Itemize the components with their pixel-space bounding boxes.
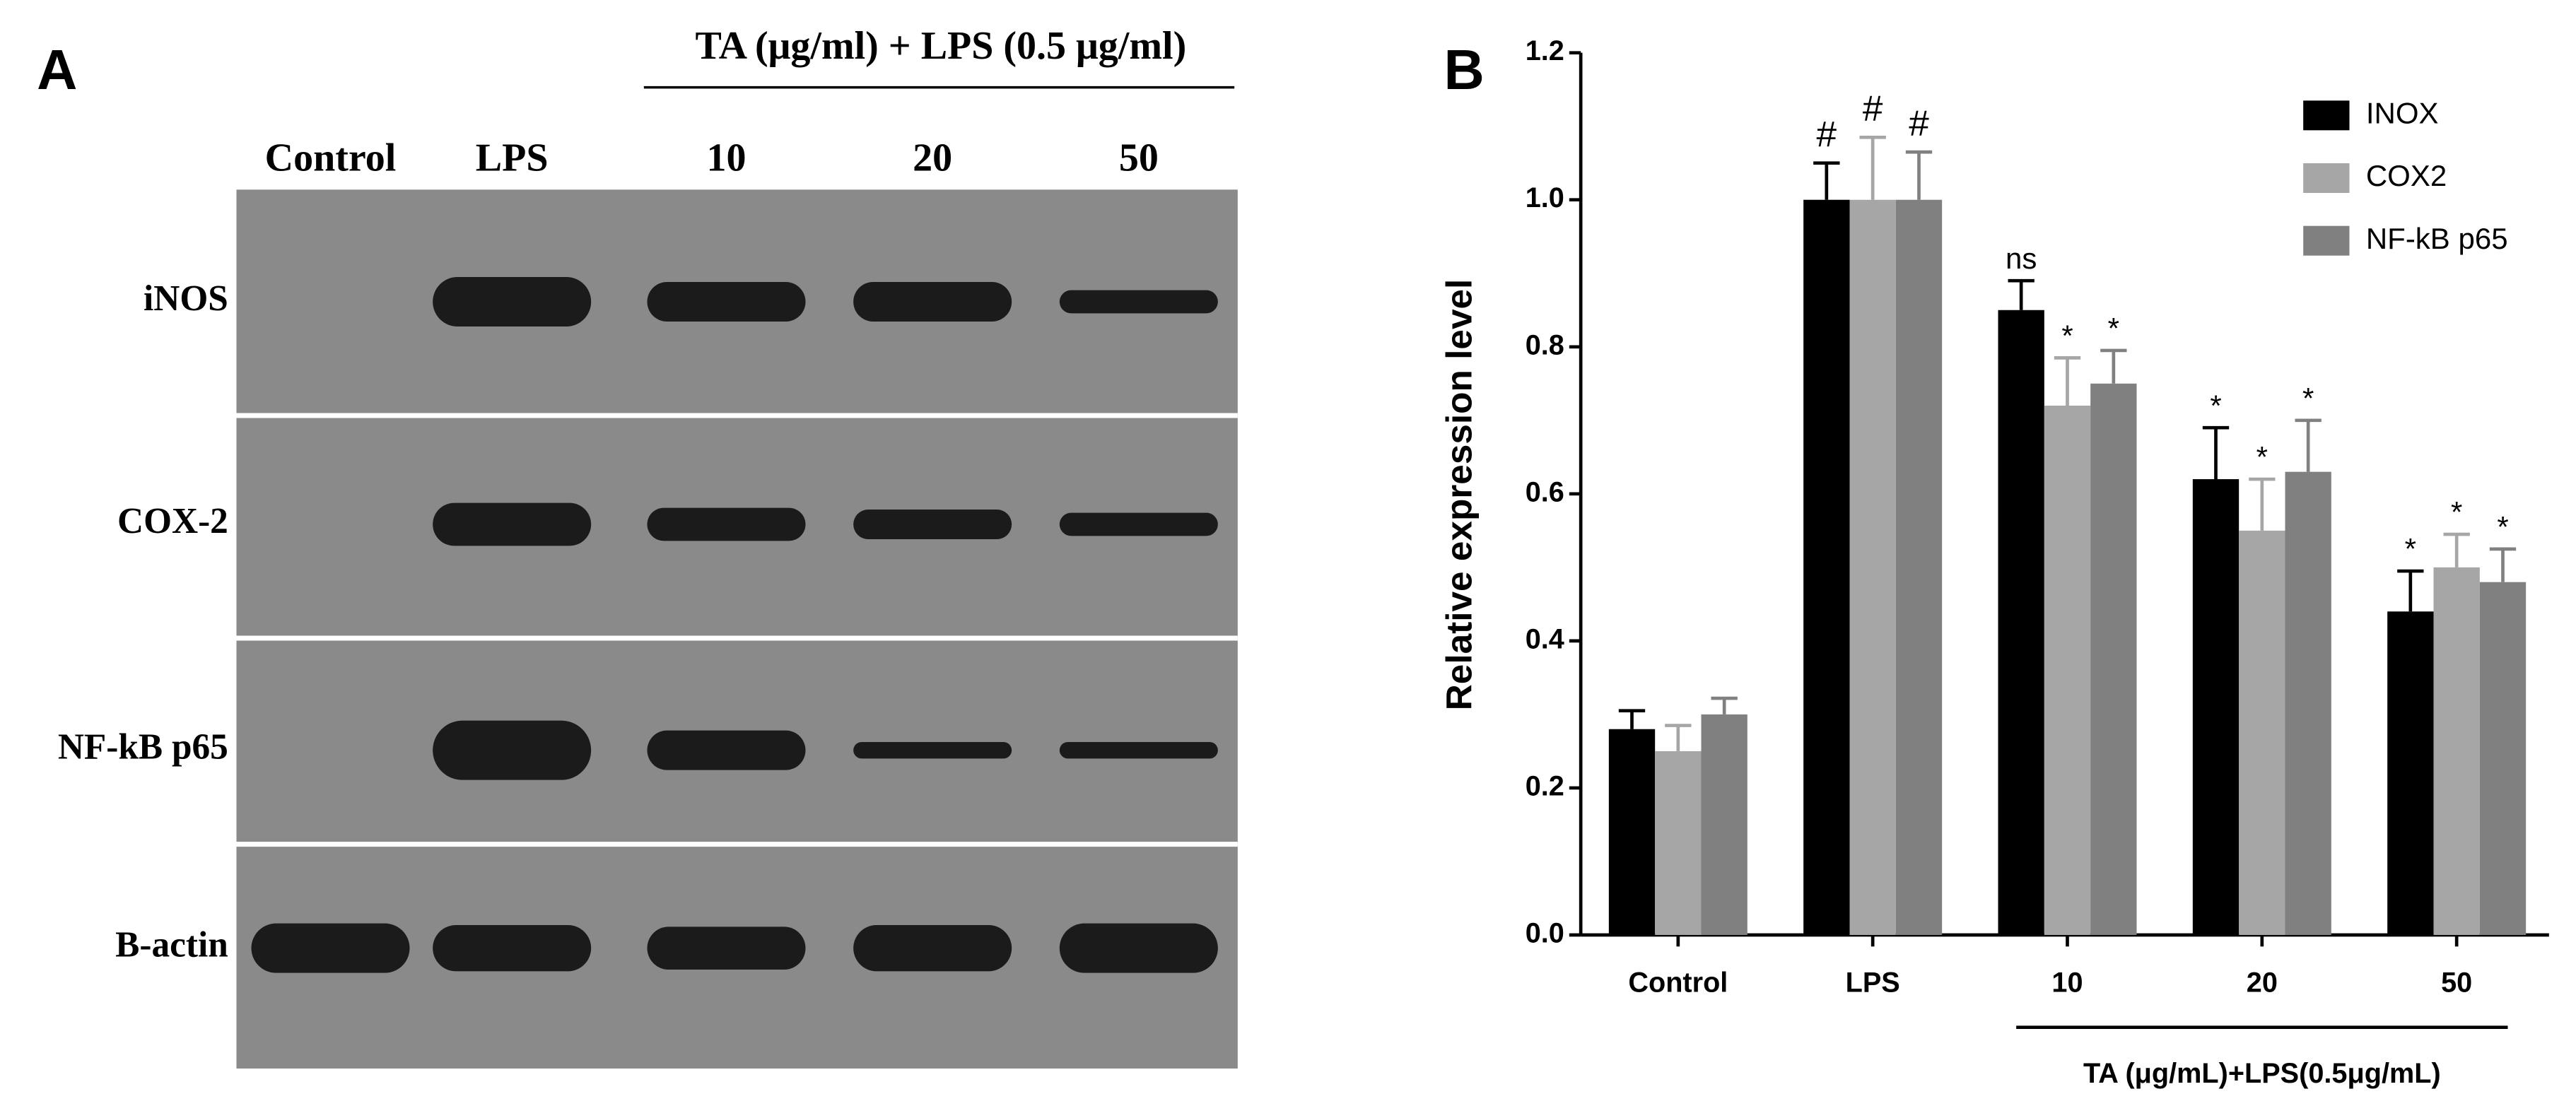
significance-label: #: [1863, 88, 1883, 129]
protein-band: [853, 510, 1012, 539]
panel-label: A: [37, 38, 77, 101]
significance-label: ns: [2006, 242, 2037, 275]
protein-band: [433, 925, 592, 972]
error-bar: [2100, 348, 2127, 384]
error-bar: [1665, 724, 1692, 751]
legend-label: NF-kB p65: [2366, 222, 2508, 255]
protein-band: [1059, 923, 1218, 973]
significance-label: *: [2302, 382, 2314, 415]
bar: [1803, 199, 1850, 936]
protein-band: [1059, 290, 1218, 314]
blot-membrane: [236, 189, 1238, 1069]
significance-label: #: [1909, 102, 1929, 143]
bar: [2192, 479, 2240, 935]
protein-band: [647, 926, 806, 970]
y-tick-label: 0.0: [1526, 917, 1564, 948]
error-bar: [2249, 477, 2276, 531]
x-tick-label: LPS: [1846, 967, 1900, 998]
bar: [2239, 530, 2285, 935]
protein-band: [1059, 742, 1218, 759]
lane-label: LPS: [476, 136, 549, 180]
x-tick-label: 10: [2051, 967, 2083, 998]
y-tick-label: 1.2: [1526, 35, 1564, 66]
protein-band: [1059, 512, 1218, 536]
bar: [2433, 567, 2480, 935]
error-bar: [2202, 425, 2230, 480]
error-bar: [1859, 135, 1886, 200]
bar-chart: 0.0 0.2 0.4 0.6 0.8 1.0 1.2 Control LPS # # #10 ns * *…: [1526, 35, 2549, 1089]
legend-label: INOX: [2366, 96, 2439, 129]
protein-band: [647, 282, 806, 322]
protein-label: COX-2: [117, 501, 228, 541]
legend-label: COX2: [2366, 159, 2447, 192]
treatment-label: TA (μg/ml) + LPS (0.5 μg/ml): [695, 24, 1186, 68]
protein-band: [647, 730, 806, 770]
y-tick-label: 0.4: [1526, 623, 1564, 654]
significance-label: *: [2405, 532, 2416, 565]
bar: [1701, 714, 1747, 935]
bar: [1655, 751, 1702, 935]
protein-band: [853, 282, 1012, 322]
error-bar: [2295, 418, 2322, 472]
protein-band: [251, 923, 410, 973]
lane-label: Control: [265, 136, 397, 180]
bar: [1849, 199, 1896, 936]
y-axis-label: Relative expression level: [1439, 279, 1480, 711]
protein-label: B-actin: [115, 924, 228, 965]
protein-band: [853, 925, 1012, 972]
bar: [2044, 406, 2091, 935]
y-tick-label: 0.2: [1526, 770, 1564, 801]
error-bar: [2397, 569, 2424, 612]
significance-label: *: [2497, 510, 2508, 543]
bar: [1895, 199, 1943, 936]
panel-label: B: [1444, 38, 1485, 101]
significance-label: *: [2451, 495, 2462, 529]
significance-label: *: [2108, 312, 2119, 345]
protein-band: [853, 742, 1012, 759]
legend-swatch: [2303, 163, 2350, 193]
legend-swatch: [2303, 225, 2350, 256]
lane-label: 10: [707, 136, 747, 180]
error-bar: [1618, 709, 1646, 729]
blot-bands: [236, 277, 1238, 973]
bar: [2387, 611, 2434, 935]
error-bar: [1711, 696, 1738, 714]
error-bar: [1813, 161, 1840, 200]
x-tick-label: Control: [1628, 967, 1728, 998]
significance-label: *: [2256, 440, 2268, 473]
x-tick-label: 50: [2441, 967, 2472, 998]
lane-label: 20: [913, 136, 952, 180]
error-bar: [1905, 150, 1933, 200]
significance-label: *: [2061, 319, 2073, 352]
bar: [1608, 729, 1656, 935]
significance-label: *: [2210, 389, 2221, 422]
bar: [2479, 582, 2527, 935]
y-tick-label: 1.0: [1526, 182, 1564, 213]
bar: [1998, 310, 2044, 935]
significance-label: #: [1817, 114, 1837, 154]
protein-band: [433, 502, 592, 546]
x-tick-label: 20: [2247, 967, 2278, 998]
bar: [2090, 383, 2137, 935]
error-bar: [2054, 356, 2081, 406]
legend-swatch: [2303, 100, 2350, 131]
protein-band: [433, 720, 592, 780]
lane-label: 50: [1119, 136, 1159, 180]
protein-label: iNOS: [144, 278, 228, 319]
protein-band: [647, 507, 806, 541]
error-bar: [2489, 547, 2517, 582]
error-bar: [2008, 278, 2035, 310]
y-tick-label: 0.6: [1526, 476, 1564, 507]
bar: [2285, 471, 2331, 935]
protein-label: NF-kB p65: [58, 726, 228, 767]
error-bar: [2443, 532, 2470, 567]
group-label: TA (μg/mL)+LPS(0.5μg/mL): [2083, 1058, 2441, 1089]
protein-band: [433, 277, 592, 326]
y-tick-label: 0.8: [1526, 329, 1564, 360]
